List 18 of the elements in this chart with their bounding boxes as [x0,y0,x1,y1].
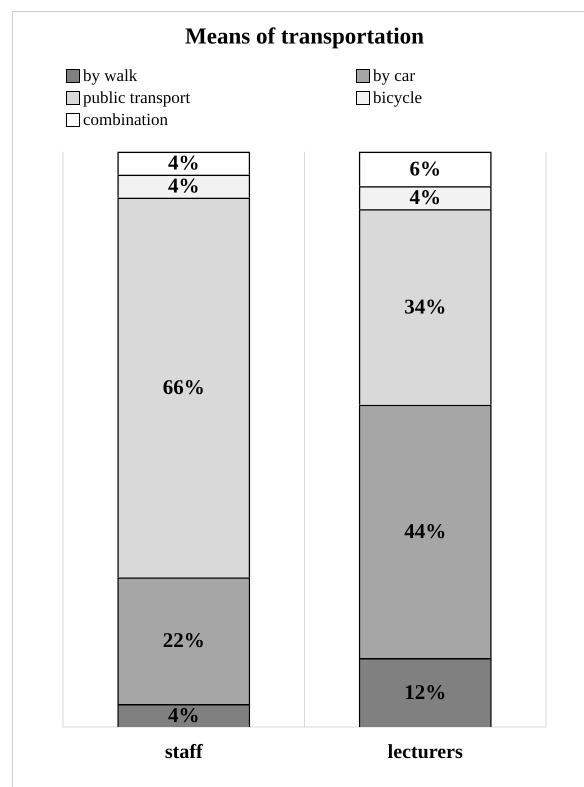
data-label: 22% [162,628,205,652]
x-tick-label: lecturers [388,741,464,764]
data-label: 6% [410,156,441,180]
chart-title: Means of transportation [185,24,424,49]
data-label: 4% [168,702,200,727]
data-label: 4% [168,150,200,175]
x-tick-label: staff [164,741,203,764]
legend-label: by car [373,66,416,86]
data-label: 66% [162,374,205,399]
legend-label: bicycle [373,88,422,108]
legend-label: public transport [83,88,190,108]
data-label: 44% [404,518,446,543]
legend-label: combination [83,110,168,130]
data-label: 4% [168,174,200,198]
data-label: 12% [404,680,446,704]
data-label: 34% [404,294,446,318]
data-label: 4% [410,185,441,210]
legend-label: by walk [83,66,138,86]
